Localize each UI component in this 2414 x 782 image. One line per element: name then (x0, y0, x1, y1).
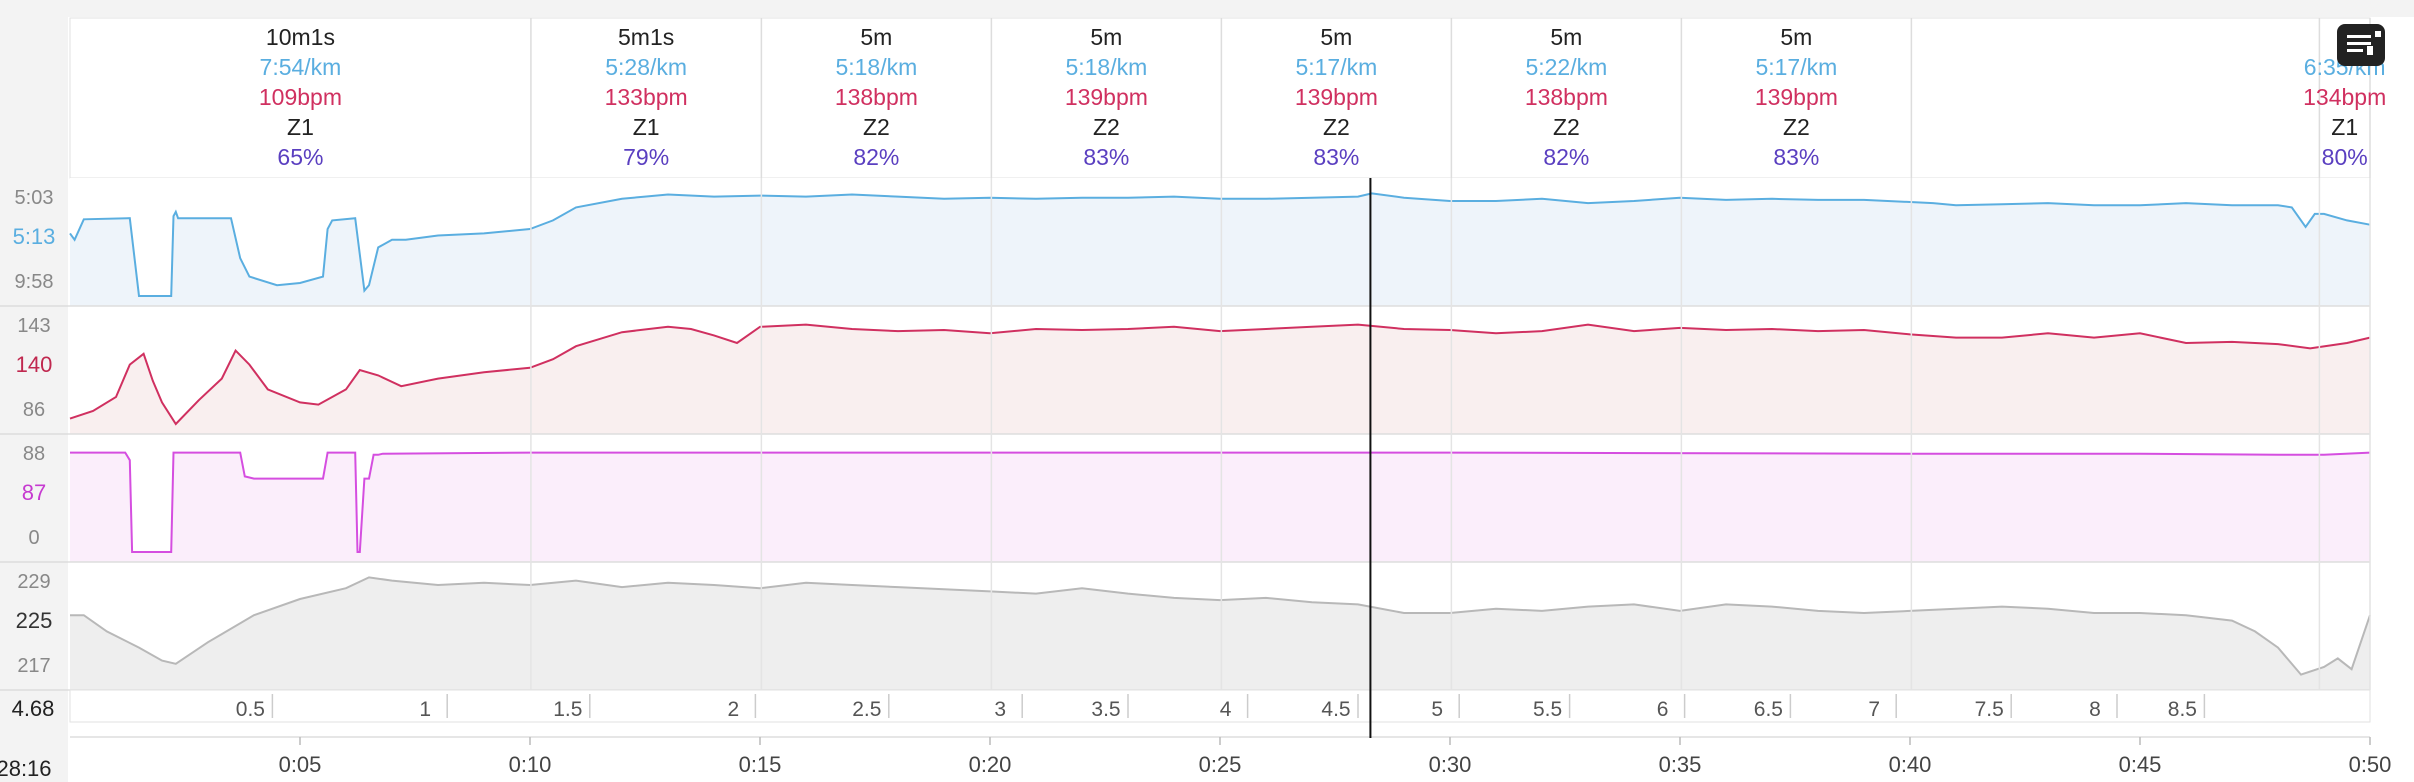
lap-zone-percent: 82% (1543, 144, 1589, 170)
pace-cursor-value: 5:13 (13, 224, 56, 249)
distance-tick-label: 0.5 (236, 698, 265, 721)
lap-zone-percent: 80% (2322, 144, 2368, 170)
distance-tick-label: 8.5 (2168, 698, 2197, 721)
lap-zone-percent: 83% (1773, 144, 1819, 170)
pace-area (70, 193, 2370, 306)
lap-duration: 5m (1780, 24, 1812, 50)
lap-zone: Z2 (863, 114, 890, 140)
cadence-cursor-value: 87 (22, 480, 46, 505)
lap-zone-percent: 83% (1083, 144, 1129, 170)
lap-duration: 5m (1090, 24, 1122, 50)
lap-heart-rate: 139bpm (1065, 84, 1148, 110)
lap-zone: Z2 (1783, 114, 1810, 140)
distance-tick-label: 6.5 (1754, 698, 1783, 721)
lap-zone-percent: 82% (853, 144, 899, 170)
lap-heart-rate: 139bpm (1755, 84, 1838, 110)
elevation-axis-min: 217 (17, 655, 50, 677)
elevation-axis-max: 229 (17, 571, 50, 593)
lap-duration: 5m (1320, 24, 1352, 50)
hr-axis-max: 143 (17, 315, 50, 337)
lap-heart-rate: 138bpm (1525, 84, 1608, 110)
lap-zone-percent: 79% (623, 144, 669, 170)
hr-line (69, 323, 2371, 426)
pace-axis-max: 5:03 (15, 187, 54, 209)
time-tick-label: 0:25 (1199, 752, 1242, 777)
lap-pace: 5:28/km (605, 54, 687, 80)
elevation-area (70, 577, 2370, 690)
distance-tick-label: 8 (2089, 698, 2101, 721)
lap-duration: 10m1s (266, 24, 335, 50)
cadence-axis-min: 0 (28, 527, 39, 549)
cursor-time-label: 28:16 (0, 756, 52, 781)
lap-pace: 7:54/km (260, 54, 342, 80)
lap-pace: 5:18/km (1065, 54, 1147, 80)
pace-axis-min: 9:58 (15, 271, 54, 293)
time-tick-label: 0:10 (509, 752, 552, 777)
pace-line (69, 192, 2371, 297)
lap-zone-percent: 83% (1313, 144, 1359, 170)
lap-pace: 5:22/km (1525, 54, 1607, 80)
lap-pace: 5:18/km (835, 54, 917, 80)
hr-cursor-value: 140 (16, 352, 53, 377)
y-axis-gutter (0, 0, 68, 782)
distance-tick-label: 2 (728, 698, 740, 721)
elevation-cursor-value: 225 (16, 608, 53, 633)
time-tick-label: 0:35 (1659, 752, 1702, 777)
distance-tick-label: 1.5 (553, 698, 582, 721)
hr-axis-min: 86 (23, 399, 45, 421)
lap-heart-rate: 138bpm (835, 84, 918, 110)
time-tick-label: 0:15 (739, 752, 782, 777)
lap-heart-rate: 134bpm (2303, 84, 2386, 110)
lap-duration: 5m1s (618, 24, 674, 50)
distance-tick-label: 3.5 (1091, 698, 1120, 721)
time-tick-label: 0:50 (2349, 752, 2392, 777)
time-tick-label: 0:40 (1889, 752, 1932, 777)
cadence-line (70, 451, 2371, 553)
distance-tick-label: 1 (419, 698, 431, 721)
elevation-line (70, 576, 2371, 676)
notes-menu-icon (2347, 31, 2381, 55)
lap-zone: Z2 (1093, 114, 1120, 140)
cadence-area (70, 452, 2370, 562)
time-tick-label: 0:30 (1429, 752, 1472, 777)
distance-tick-label: 2.5 (852, 698, 881, 721)
distance-tick-label: 4 (1220, 698, 1232, 721)
top-strip (0, 0, 2414, 17)
hr-area (70, 324, 2370, 434)
lap-heart-rate: 109bpm (259, 84, 342, 110)
lap-duration: 5m (1550, 24, 1582, 50)
cadence-axis-max: 88 (23, 443, 45, 465)
lap-heart-rate: 133bpm (605, 84, 688, 110)
distance-cursor-value: 4.68 (12, 696, 55, 721)
lap-zone: Z1 (2331, 114, 2358, 140)
time-tick-label: 0:45 (2119, 752, 2162, 777)
distance-tick-label: 5 (1431, 698, 1443, 721)
lap-zone: Z1 (633, 114, 660, 140)
time-tick-label: 0:05 (279, 752, 322, 777)
distance-tick-label: 3 (994, 698, 1006, 721)
lap-zone-percent: 65% (277, 144, 323, 170)
lap-header-panel (69, 17, 2371, 179)
distance-tick-label: 7.5 (1975, 698, 2004, 721)
lap-duration: 5m (860, 24, 892, 50)
distance-tick-label: 5.5 (1533, 698, 1562, 721)
distance-axis (69, 689, 2371, 723)
lap-zone: Z2 (1323, 114, 1350, 140)
distance-tick-label: 6 (1657, 698, 1669, 721)
distance-tick-label: 7 (1868, 698, 1880, 721)
time-tick-label: 0:20 (969, 752, 1012, 777)
lap-pace: 5:17/km (1755, 54, 1837, 80)
notes-menu-button[interactable] (2337, 24, 2385, 66)
distance-tick-label: 4.5 (1321, 698, 1350, 721)
lap-pace: 5:17/km (1295, 54, 1377, 80)
lap-heart-rate: 139bpm (1295, 84, 1378, 110)
lap-zone: Z1 (287, 114, 314, 140)
lap-zone: Z2 (1553, 114, 1580, 140)
